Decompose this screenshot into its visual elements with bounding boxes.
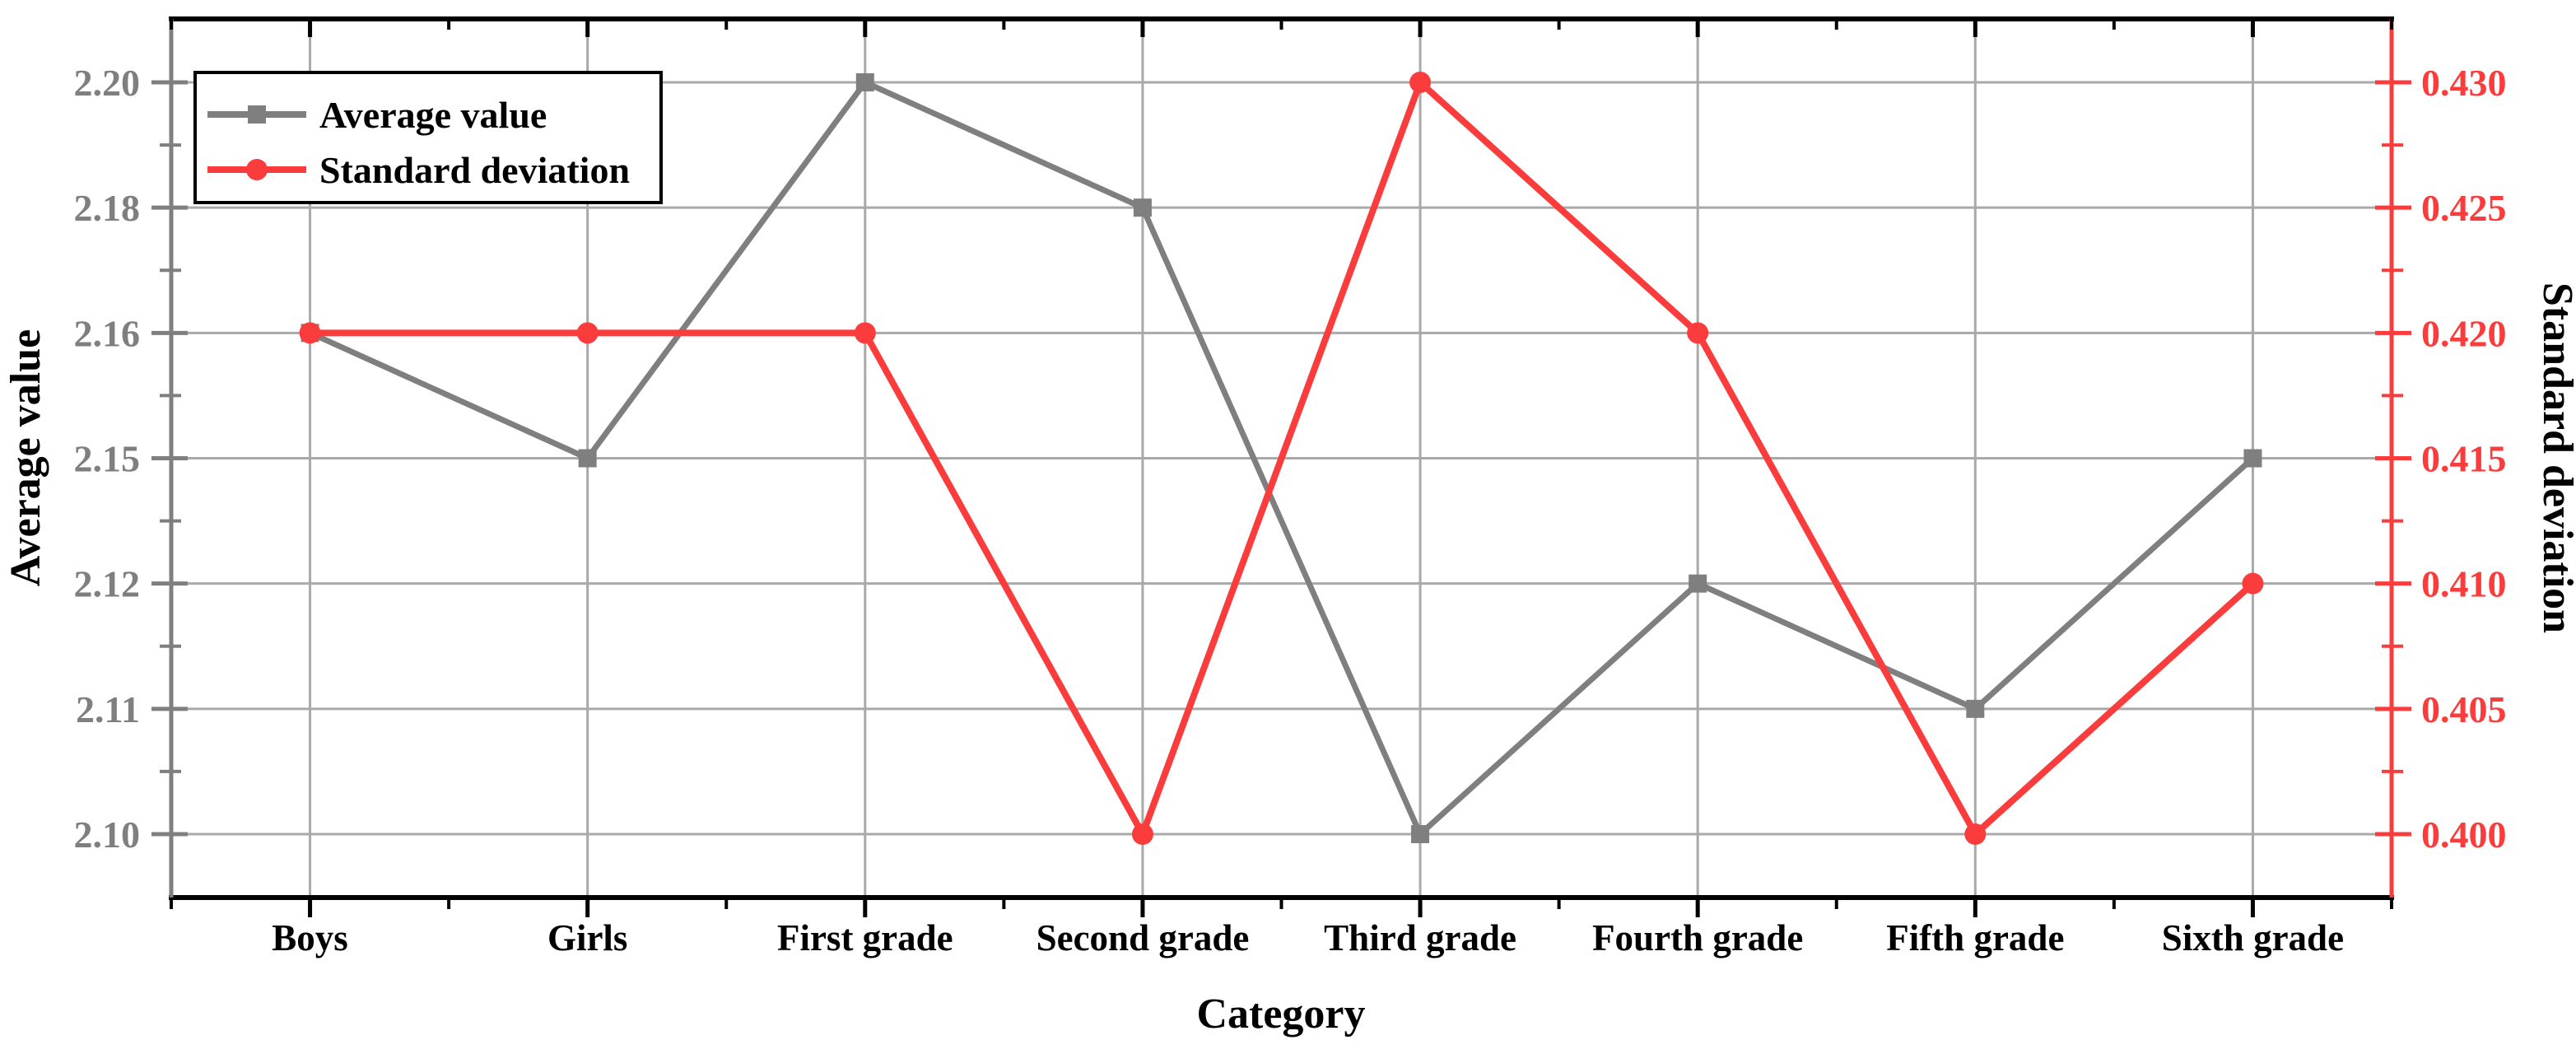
left-tick-label: 2.10 bbox=[74, 814, 141, 856]
left-tick-label: 2.15 bbox=[74, 438, 141, 480]
circle-marker-icon bbox=[2242, 572, 2264, 595]
series-line-left bbox=[309, 78, 2255, 839]
legend-std-label: Standard deviation bbox=[319, 149, 630, 191]
left-tick-label: 2.18 bbox=[74, 187, 141, 229]
left-tick-label: 2.11 bbox=[76, 688, 140, 730]
square-marker-icon bbox=[1689, 574, 1707, 593]
plot-area: 2.20 0.430 2.18 0.425 2.16 0.420 2.15 0.415 2.12… bbox=[74, 16, 2507, 958]
x-tick-label: Fourth grade bbox=[1592, 917, 1803, 958]
left-axis-title: Average value bbox=[2, 329, 49, 586]
x-tick-label: Boys bbox=[272, 917, 348, 958]
x-tick-label: Fifth grade bbox=[1886, 917, 2064, 958]
x-tick-label: Third grade bbox=[1324, 917, 1516, 958]
x-tick-label: First grade bbox=[777, 917, 953, 958]
legend-std-circle-marker-icon bbox=[246, 159, 268, 180]
right-tick-label: 0.400 bbox=[2421, 814, 2507, 856]
legend: Average value Standard deviation bbox=[193, 71, 663, 204]
left-tick-label: 2.16 bbox=[74, 312, 141, 354]
x-tick-label: Second grade bbox=[1036, 917, 1250, 958]
right-tick-label: 0.420 bbox=[2421, 312, 2507, 354]
legend-avg-label: Average value bbox=[319, 94, 547, 136]
circle-marker-icon bbox=[1409, 72, 1432, 93]
x-tick-label: Girls bbox=[547, 917, 628, 958]
square-marker-icon bbox=[2243, 449, 2262, 468]
legend-box bbox=[193, 71, 663, 204]
series-line-right bbox=[310, 77, 2256, 842]
x-axis-title: Category bbox=[1196, 991, 1365, 1038]
circle-marker-icon bbox=[1687, 322, 1709, 344]
right-tick-label: 0.430 bbox=[2421, 62, 2507, 104]
right-tick-label: 0.415 bbox=[2421, 438, 2507, 480]
square-marker-icon bbox=[1966, 699, 1985, 718]
right-axis-title: Standard deviation bbox=[2534, 282, 2576, 633]
square-marker-icon bbox=[578, 449, 597, 468]
right-tick-label: 0.405 bbox=[2421, 688, 2507, 730]
circle-marker-icon bbox=[576, 322, 599, 344]
circle-marker-icon bbox=[1964, 823, 1987, 845]
right-tick-label: 0.425 bbox=[2421, 187, 2507, 229]
legend-avg-square-marker-icon bbox=[248, 105, 266, 124]
square-marker-icon bbox=[1133, 198, 1152, 217]
left-tick-label: 2.20 bbox=[74, 62, 141, 104]
x-tick-label: Sixth grade bbox=[2162, 917, 2344, 958]
square-marker-icon bbox=[1411, 825, 1430, 843]
circle-marker-icon bbox=[299, 322, 321, 344]
square-marker-icon bbox=[855, 73, 874, 91]
circle-marker-icon bbox=[1131, 823, 1153, 845]
left-tick-label: 2.12 bbox=[74, 563, 141, 605]
circle-marker-icon bbox=[854, 322, 876, 344]
right-tick-label: 0.410 bbox=[2421, 563, 2507, 605]
